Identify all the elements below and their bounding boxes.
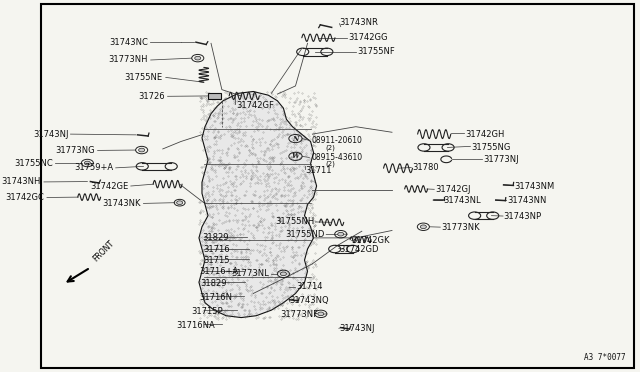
Text: 08911-20610: 08911-20610: [311, 136, 362, 145]
Text: 31743NJ: 31743NJ: [339, 324, 375, 333]
Text: 31755ND: 31755ND: [285, 230, 325, 239]
Text: 31742GH: 31742GH: [465, 129, 505, 139]
Circle shape: [338, 232, 344, 236]
Polygon shape: [199, 92, 317, 318]
Text: 31755NC: 31755NC: [14, 158, 53, 167]
Text: N: N: [292, 135, 299, 142]
Text: 31716NA: 31716NA: [177, 321, 216, 330]
Text: 31743NN: 31743NN: [508, 196, 547, 205]
Text: 31711: 31711: [306, 166, 332, 175]
Text: 31742GF: 31742GF: [236, 101, 275, 110]
Circle shape: [318, 312, 324, 316]
Text: 31759+A: 31759+A: [74, 163, 113, 172]
Circle shape: [139, 148, 145, 152]
Text: 31829: 31829: [200, 279, 227, 288]
Text: 31743NP: 31743NP: [504, 212, 541, 221]
Text: 31742GK: 31742GK: [351, 236, 390, 245]
Text: 31715P: 31715P: [192, 307, 223, 316]
Text: 31743NK: 31743NK: [102, 199, 140, 208]
Text: 31780: 31780: [412, 163, 438, 172]
Text: 31743NL: 31743NL: [444, 196, 481, 205]
Circle shape: [280, 272, 287, 276]
Text: 31743NH: 31743NH: [1, 177, 41, 186]
Text: 31742GD: 31742GD: [339, 244, 378, 253]
Circle shape: [420, 225, 426, 229]
Text: (2): (2): [325, 161, 335, 167]
Text: 31742GE: 31742GE: [90, 182, 129, 190]
Text: 31773NG: 31773NG: [56, 146, 95, 155]
Text: A3 7*0077: A3 7*0077: [584, 353, 626, 362]
Text: FRONT: FRONT: [92, 239, 116, 264]
Text: 31743NM: 31743NM: [515, 182, 555, 190]
Circle shape: [177, 201, 182, 205]
Circle shape: [195, 56, 201, 60]
Text: 31773NH: 31773NH: [108, 55, 148, 64]
Text: 31742GJ: 31742GJ: [435, 185, 470, 194]
Text: 31773NL: 31773NL: [232, 269, 269, 278]
Circle shape: [84, 161, 90, 165]
Text: 31773NJ: 31773NJ: [484, 155, 519, 164]
Text: 31714: 31714: [297, 282, 323, 291]
Text: W: W: [292, 153, 300, 160]
FancyBboxPatch shape: [208, 93, 221, 99]
Text: 31743NQ: 31743NQ: [289, 296, 329, 305]
Text: 08915-43610: 08915-43610: [311, 153, 362, 162]
Text: 31715: 31715: [204, 256, 230, 264]
Text: 31743NJ: 31743NJ: [33, 129, 68, 139]
Text: 31773NK: 31773NK: [442, 223, 480, 232]
Text: 31755NH: 31755NH: [275, 218, 314, 227]
Text: 31726: 31726: [138, 92, 164, 101]
Text: 31755NG: 31755NG: [472, 142, 511, 151]
Text: 31716N: 31716N: [199, 293, 232, 302]
Text: 31743NR: 31743NR: [339, 19, 378, 28]
Text: 31742GC: 31742GC: [5, 193, 44, 202]
Text: 31742GG: 31742GG: [348, 33, 387, 42]
Text: 31829: 31829: [202, 233, 228, 243]
Text: 31716+A: 31716+A: [199, 267, 238, 276]
Text: (2): (2): [325, 144, 335, 151]
Text: 31716: 31716: [204, 245, 230, 254]
Text: 31755NE: 31755NE: [125, 73, 163, 82]
Text: 31743NC: 31743NC: [109, 38, 148, 47]
Text: 31755NF: 31755NF: [358, 47, 396, 56]
Text: 31773NF: 31773NF: [280, 310, 318, 319]
